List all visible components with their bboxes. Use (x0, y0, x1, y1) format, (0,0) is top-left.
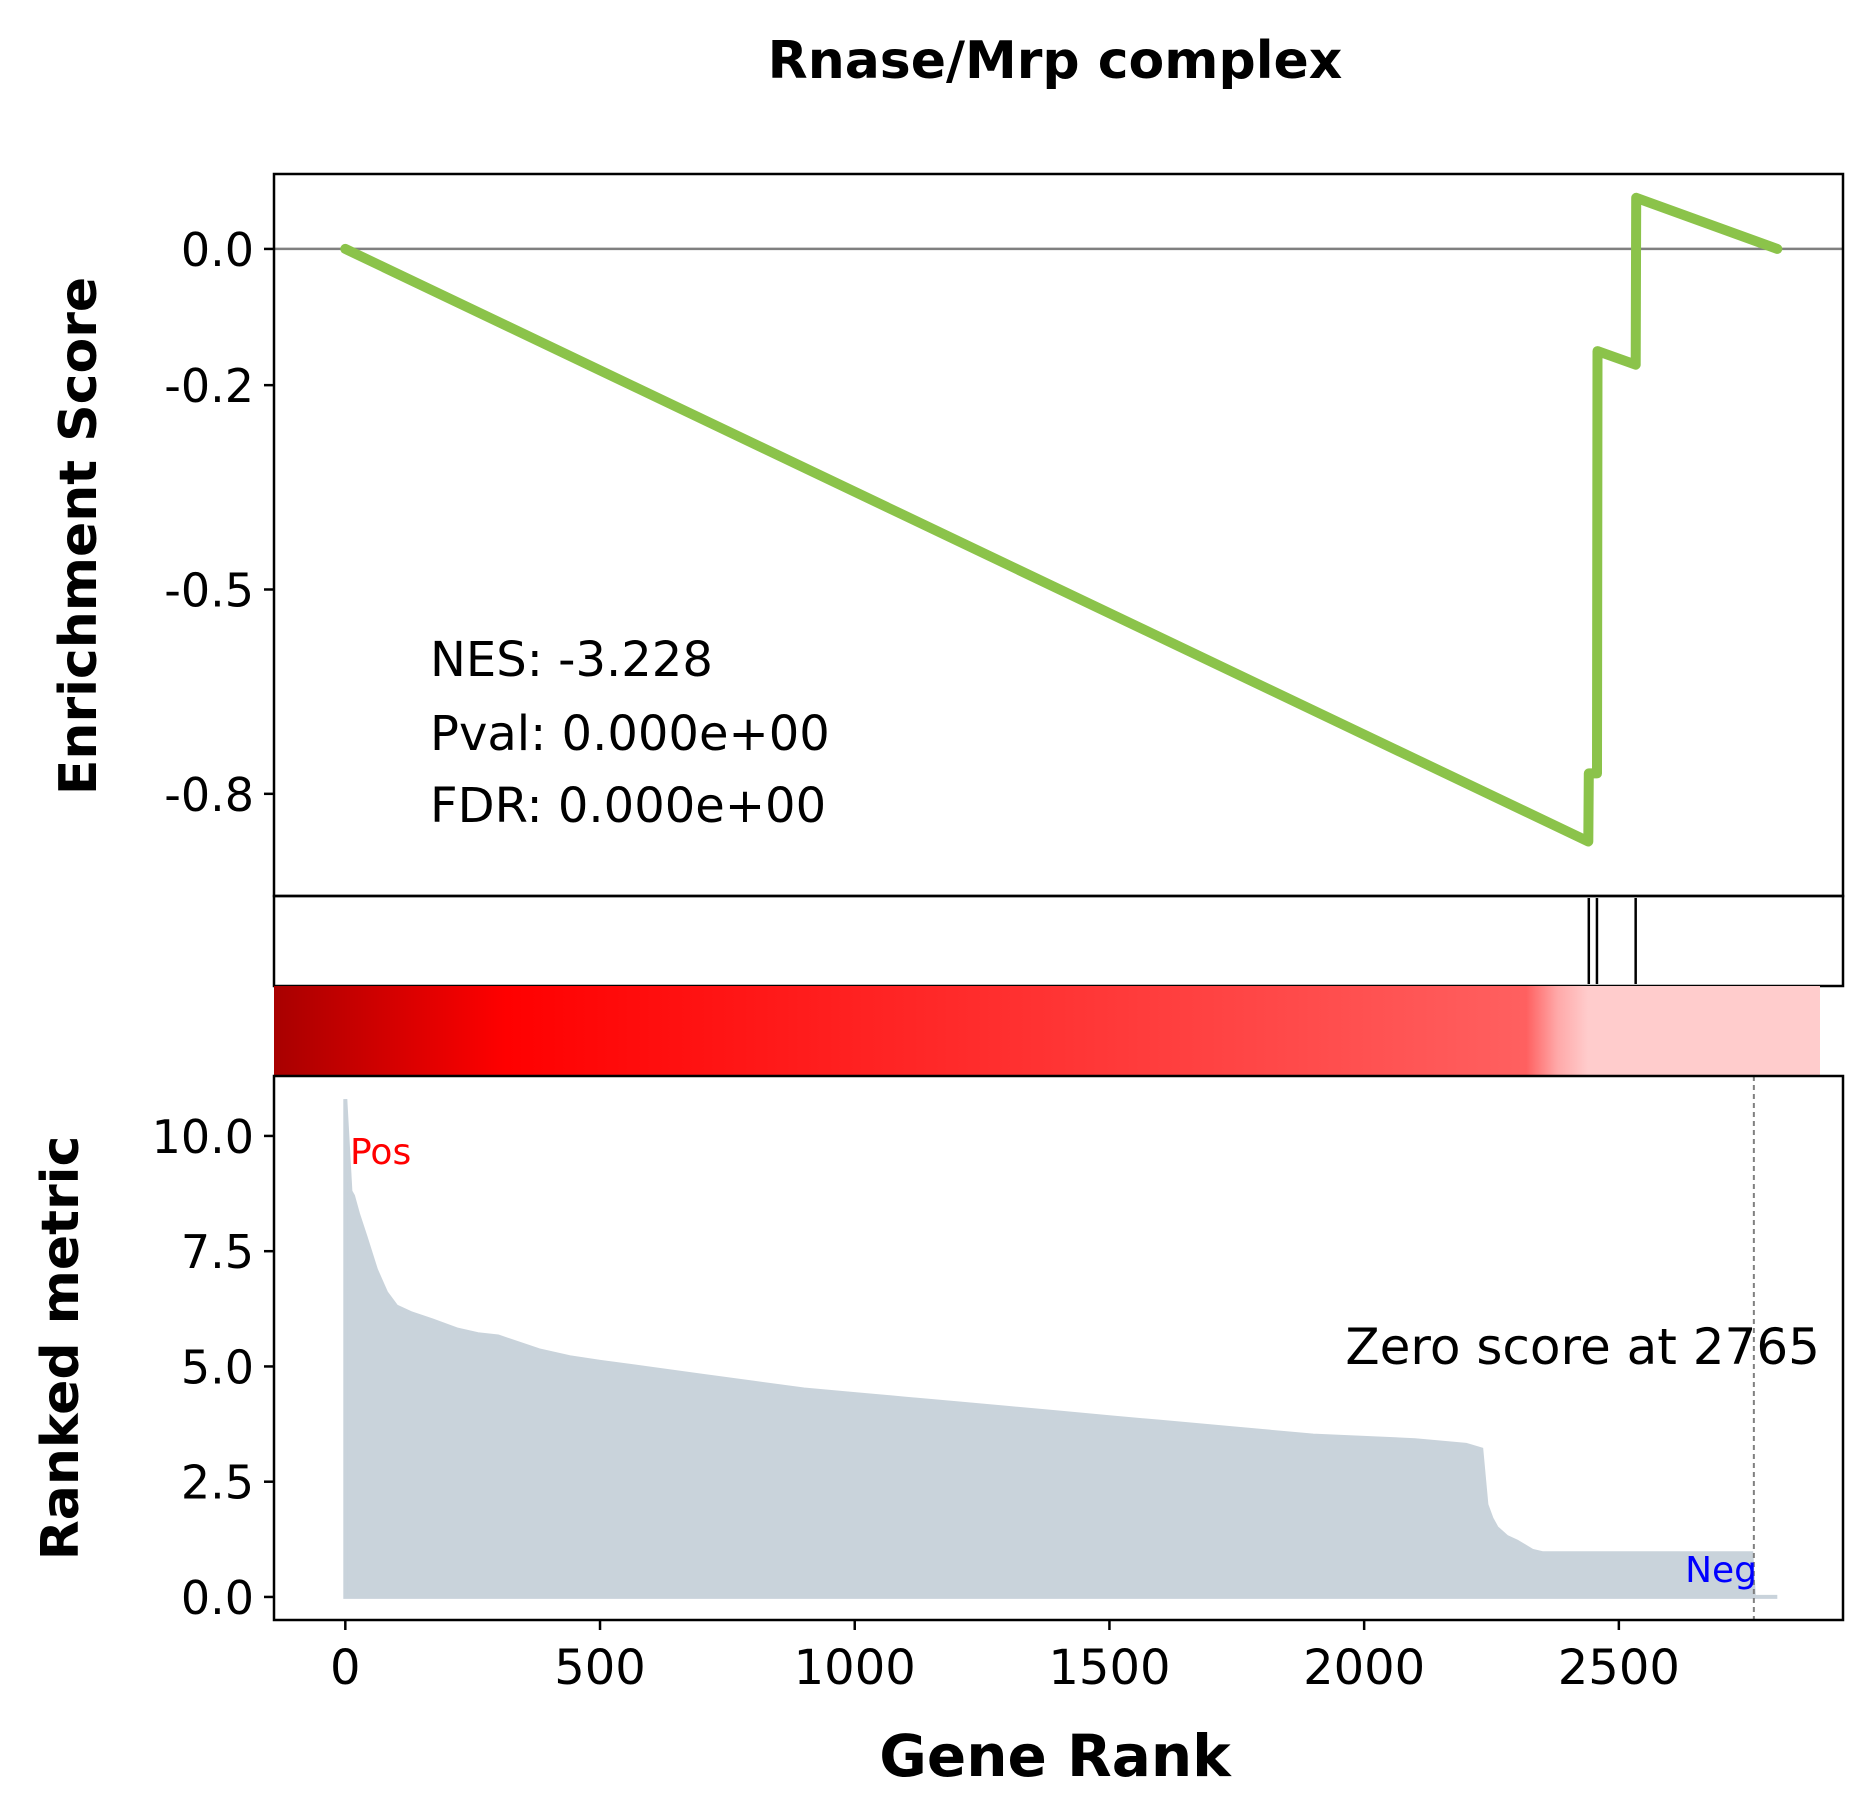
rm-y-tick-label: 5.0 (181, 1340, 254, 1394)
gene-set-hits-panel (272, 894, 1845, 988)
ranked-metric-panel: Pos Neg Zero score at 2765 0.0 2.5 5.0 7.5 1… (31, 1074, 1845, 1790)
enrichment-score-panel: 0.0 -0.2 -0.5 -0.8 NES: -3.228 Pval: 0.000e… (49, 172, 1845, 898)
hits-panel-frame (272, 894, 1845, 988)
pos-label: Pos (350, 1132, 411, 1173)
es-curve (340, 192, 1783, 847)
rm-x-ticks: 0 500 1000 1500 2000 2500 (330, 1620, 1680, 1696)
es-y-axis-label: Enrichment Score (49, 277, 109, 795)
es-y-ticks: 0.0 -0.2 -0.5 -0.8 (164, 223, 274, 822)
rm-y-tick-label: 10.0 (152, 1110, 254, 1164)
es-y-tick-label: -0.2 (164, 359, 254, 413)
rm-y-tick-label: 2.5 (181, 1456, 254, 1510)
rm-y-ticks: 0.0 2.5 5.0 7.5 10.0 (152, 1110, 274, 1625)
ranked-metric-area (343, 1098, 1778, 1599)
pval-annotation: Pval: 0.000e+00 (430, 706, 830, 762)
rm-panel-frame (272, 1074, 1845, 1622)
rm-y-axis-label: Ranked metric (31, 1136, 91, 1561)
rm-y-tick-label: 0.0 (181, 1571, 254, 1625)
es-y-tick-label: 0.0 (181, 223, 254, 277)
x-tick-label: 2500 (1558, 1640, 1680, 1696)
hit-lines (1587, 898, 1637, 984)
x-tick-label: 1000 (794, 1640, 916, 1696)
rank-colorbar-panel (274, 986, 1820, 1076)
x-tick-label: 500 (554, 1640, 646, 1696)
x-tick-label: 2000 (1303, 1640, 1425, 1696)
neg-label: Neg (1685, 1550, 1757, 1591)
zero-score-annotation: Zero score at 2765 (1345, 1318, 1820, 1376)
x-axis-label: Gene Rank (879, 1722, 1232, 1790)
nes-annotation: NES: -3.228 (430, 632, 713, 688)
x-tick-label: 0 (330, 1640, 361, 1696)
es-y-tick-label: -0.8 (164, 768, 254, 822)
es-y-tick-label: -0.5 (164, 563, 254, 617)
chart-title: Rnase/Mrp complex (768, 31, 1343, 91)
rm-y-tick-label: 7.5 (181, 1225, 254, 1279)
x-tick-label: 1500 (1048, 1640, 1170, 1696)
fdr-annotation: FDR: 0.000e+00 (430, 778, 826, 834)
rank-colorbar (274, 986, 1820, 1076)
